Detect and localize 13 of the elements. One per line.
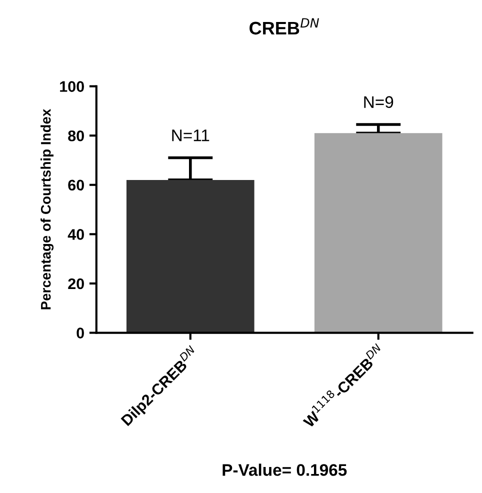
y-tick-label: 20	[68, 278, 84, 290]
y-tick-label: 80	[68, 130, 84, 142]
annotation: N=9	[364, 96, 394, 108]
x-tick-label: Dilp2-CREB$^{DN}$	[118, 345, 202, 428]
text: P-Value= 0.1965	[222, 464, 347, 476]
chart-title: CREB$^{DN}$	[250, 18, 319, 35]
annotation: N=11	[172, 130, 210, 142]
y-tick-label: 60	[68, 180, 84, 191]
y-tick-label: 40	[68, 229, 84, 240]
x-tick-label: W$^{1118}$-CREB$^{DN}$	[300, 343, 386, 428]
y-axis-title: Percentage of Courtship Index	[40, 108, 54, 310]
y-tick-label: 100	[60, 81, 84, 92]
y-tick-label: 0	[76, 328, 84, 338]
